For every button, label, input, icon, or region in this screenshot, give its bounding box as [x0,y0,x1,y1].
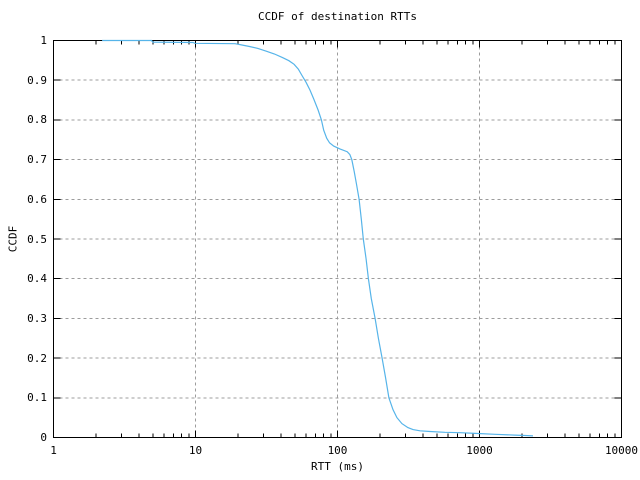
y-tick-label: 0.2 [27,351,47,365]
x-tick-label: 100 [327,444,348,457]
y-tick-label: 1 [40,34,47,47]
y-tick-label: 0.1 [27,391,47,405]
x-tick-label: 1 [50,444,57,457]
x-tick-label: 10 [188,444,203,457]
y-tick-label: 0.3 [27,311,47,325]
ccdf-curve [102,39,534,437]
x-tick-label: 1000 [466,444,493,457]
y-tick-label: 0.8 [27,113,47,127]
y-tick-label: 0 [40,431,47,444]
y-tick-label: 0.4 [27,272,47,286]
x-tick-label: 10000 [604,444,639,457]
y-tick-label: 0.6 [27,192,47,206]
chart-title: CCDF of destination RTTs [258,10,417,23]
y-tick-label: 0.5 [27,232,47,246]
x-axis-label: RTT (ms) [311,460,364,473]
y-tick-label: 0.9 [27,73,47,87]
y-tick-label: 0.7 [27,153,47,167]
